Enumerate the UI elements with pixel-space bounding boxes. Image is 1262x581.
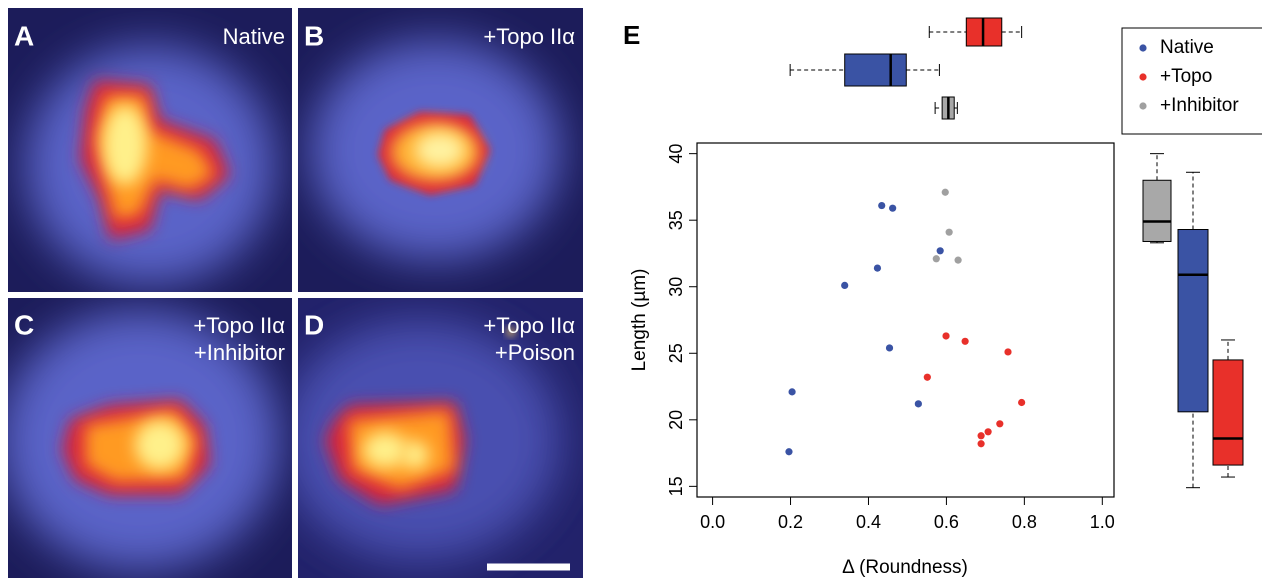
- point: [885, 344, 894, 352]
- panel-label: +Poison: [495, 340, 575, 365]
- point: [788, 388, 796, 396]
- panel-label: Native: [223, 24, 285, 49]
- point: [873, 264, 882, 272]
- y-axis-label: Length (µm): [629, 269, 650, 372]
- x-tick-label: 0.8: [1012, 512, 1037, 532]
- panel-letter: C: [14, 309, 34, 340]
- point: [914, 400, 922, 408]
- point: [936, 247, 944, 255]
- panel-letter: E: [623, 20, 640, 50]
- panel-letter: B: [304, 20, 324, 51]
- x-tick-label: 0.2: [778, 512, 803, 532]
- x-tick-label: 0.4: [856, 512, 881, 532]
- point: [977, 440, 985, 448]
- legend-marker: [1139, 44, 1147, 52]
- point: [954, 256, 962, 264]
- x-tick-label: 0.0: [700, 512, 725, 532]
- panel-label: +Inhibitor: [194, 340, 285, 365]
- micrograph: [298, 298, 583, 578]
- y-tick-label: 35: [666, 210, 686, 230]
- point: [1004, 348, 1012, 356]
- point: [984, 428, 992, 436]
- micrograph: [8, 8, 292, 292]
- point: [1018, 398, 1026, 407]
- panel-letter: D: [304, 309, 324, 340]
- point: [878, 201, 886, 210]
- point: [996, 420, 1004, 428]
- point: [945, 228, 953, 236]
- point: [889, 204, 897, 212]
- x-tick-label: 0.6: [934, 512, 959, 532]
- box: [1142, 179, 1172, 242]
- panel-labels: A Native B +Topo IIα C +Topo IIα +Inhibi…: [14, 20, 575, 364]
- panel-label: +Topo IIα: [483, 313, 575, 338]
- panel-label: +Topo IIα: [483, 24, 575, 49]
- point: [841, 281, 849, 289]
- x-tick-label: 1.0: [1090, 512, 1115, 532]
- legend-label: Native: [1160, 37, 1214, 58]
- point: [961, 337, 969, 345]
- point: [932, 255, 940, 263]
- y-tick-label: 25: [666, 343, 686, 363]
- legend-marker: [1139, 102, 1147, 110]
- panel-letter: A: [14, 20, 34, 51]
- point: [941, 188, 949, 196]
- panel-label: +Topo IIα: [193, 313, 285, 338]
- point: [942, 332, 950, 340]
- box: [1177, 229, 1209, 413]
- micrograph: [8, 298, 292, 578]
- y-tick-label: 15: [666, 476, 686, 496]
- y-tick-label: 20: [666, 410, 686, 430]
- point: [785, 448, 793, 456]
- legend-label: +Topo: [1160, 66, 1212, 87]
- y-tick-label: 30: [666, 277, 686, 297]
- micrograph: [298, 8, 583, 292]
- point: [977, 432, 985, 440]
- box: [1212, 359, 1244, 466]
- y-tick-label: 40: [666, 144, 686, 164]
- plot-frame: [696, 142, 1115, 498]
- box: [844, 53, 907, 87]
- legend-label: +Inhibitor: [1160, 95, 1239, 116]
- point: [923, 373, 931, 381]
- legend-marker: [1139, 73, 1147, 81]
- x-axis-label: Δ (Roundness): [842, 557, 968, 578]
